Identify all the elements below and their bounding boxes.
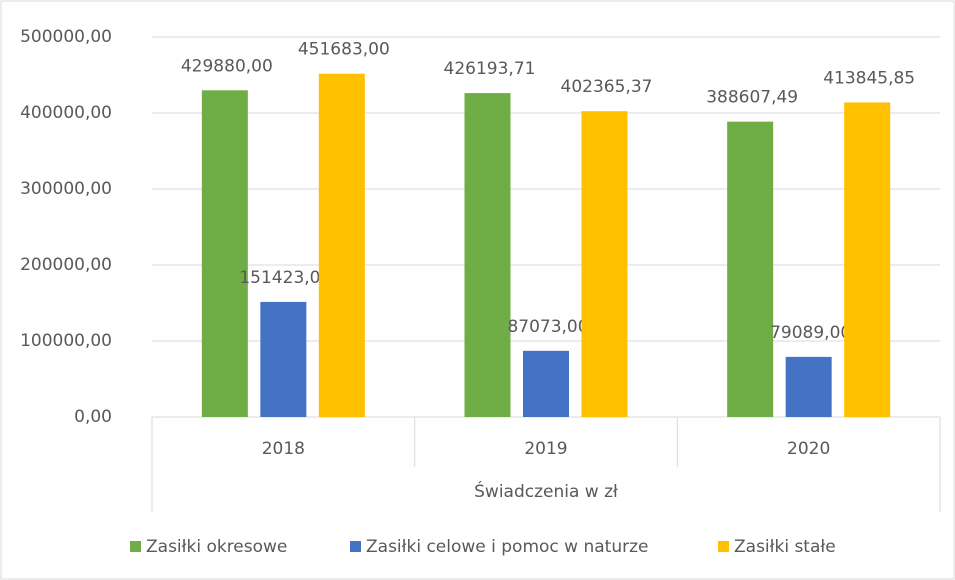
legend-swatch	[718, 541, 729, 552]
data-label: 388607,49	[706, 88, 798, 108]
bar	[464, 93, 511, 418]
data-label: 87073,00	[507, 317, 588, 337]
x-axis-label: Świadczenia w zł	[474, 480, 618, 502]
bar	[523, 350, 569, 417]
bar	[318, 73, 365, 417]
y-tick-label: 400000,00	[20, 103, 112, 123]
y-tick-label: 100000,00	[20, 331, 112, 351]
bar	[844, 102, 891, 417]
bar	[785, 356, 832, 417]
y-tick-label: 0,00	[74, 407, 112, 427]
data-label: 402365,37	[561, 77, 653, 97]
data-label: 429880,00	[181, 56, 273, 76]
y-tick-label: 200000,00	[20, 255, 112, 275]
data-label: 426193,71	[444, 59, 536, 79]
legend-swatch	[350, 541, 361, 552]
bar	[260, 301, 307, 417]
y-tick-label: 500000,00	[20, 27, 112, 47]
bar	[201, 90, 248, 417]
legend-label: Zasiłki stałe	[734, 537, 836, 557]
y-tick-label: 300000,00	[20, 179, 112, 199]
data-label: 413845,85	[823, 68, 915, 88]
bar	[581, 111, 628, 417]
legend-swatch	[130, 541, 141, 552]
x-tick-label: 2019	[524, 439, 567, 459]
bar	[727, 121, 774, 417]
legend-label: Zasiłki okresowe	[146, 537, 287, 557]
x-tick-label: 2020	[787, 439, 830, 459]
data-label: 451683,00	[298, 40, 390, 60]
data-label: 79089,00	[770, 323, 851, 343]
data-label: 151423,00	[239, 268, 331, 288]
x-tick-label: 2018	[262, 439, 305, 459]
legend-label: Zasiłki celowe i pomoc w naturze	[366, 537, 648, 557]
